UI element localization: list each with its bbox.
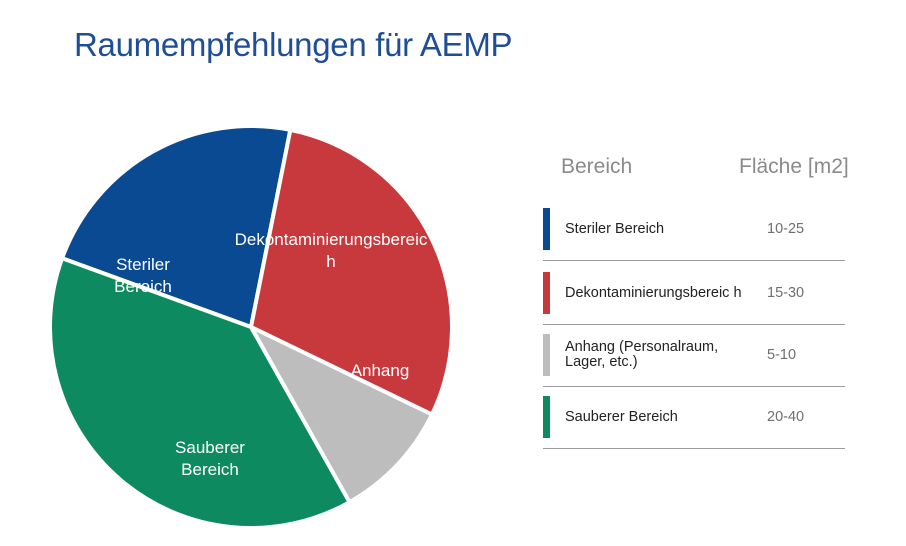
row-name: Steriler Bereich [565, 220, 665, 237]
row-color-bar [543, 272, 550, 314]
table-row-steriler: Steriler Bereich 10-25 [543, 198, 845, 261]
row-color-bar [543, 208, 550, 250]
table-header-size: Fläche [m2] [739, 155, 849, 178]
row-color-bar [543, 334, 550, 376]
row-value: 10-25 [767, 221, 805, 237]
row-name: Anhang (Personalraum, Lager, etc.) [565, 339, 719, 370]
pie-slice-steriler [60, 124, 293, 329]
pie-label-sauberer: Sauberer Bereich [175, 438, 245, 479]
table-header-area: Bereich [561, 155, 633, 178]
row-color-bar [543, 396, 550, 438]
pie-label-dekontaminierung: Dekontaminierungsbereic h [235, 230, 428, 271]
pie-label-steriler: Steriler Bereich [114, 255, 172, 296]
pie-slice-anhang [249, 325, 434, 505]
table-row-dekontaminierung: Dekontaminierungsbereic h 15-30 [543, 262, 845, 325]
row-value: 5-10 [767, 347, 797, 363]
page-title: Raumempfehlungen für AEMP [74, 26, 513, 63]
pie-slice-sauberer [47, 256, 352, 530]
pie-slice-dekontaminierung [249, 127, 454, 417]
table-row-anhang: Anhang (Personalraum, Lager, etc.) 5-10 [543, 324, 845, 387]
table-row-sauberer: Sauberer Bereich 20-40 [543, 386, 845, 449]
row-value: 20-40 [767, 409, 805, 425]
row-name: Dekontaminierungsbereic h [565, 284, 742, 301]
row-value: 15-30 [767, 285, 805, 301]
row-name: Sauberer Bereich [565, 408, 678, 425]
pie-label-anhang: Anhang [351, 361, 410, 380]
